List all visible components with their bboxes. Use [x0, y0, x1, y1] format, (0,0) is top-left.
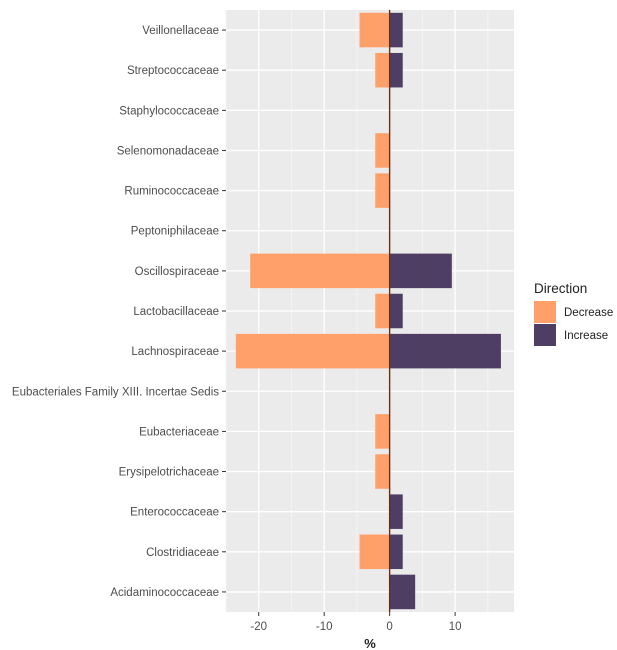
category-label: Oscillospiraceae: [135, 266, 219, 278]
bar-decrease-4: [375, 173, 390, 208]
category-label: Lachnospiraceae: [131, 346, 219, 358]
legend-label-decrease: Decrease: [564, 307, 613, 319]
bar-decrease-1: [375, 52, 390, 88]
category-label: Lactobacillaceae: [133, 306, 219, 318]
category-label: Ruminococcaceae: [124, 186, 219, 198]
x-tick-label: 10: [449, 621, 462, 633]
bar-increase-12: [389, 494, 403, 529]
category-label: Veillonellaceae: [142, 25, 219, 37]
legend-key-decrease: [534, 301, 556, 323]
category-labels: Veillonellaceae Streptococcaceae Staphyloc…: [12, 25, 219, 599]
bar-increase-14: [389, 574, 416, 610]
x-axis-title: %: [364, 636, 376, 650]
category-label: Selenomonadaceae: [117, 145, 219, 157]
legend: Direction Decrease Increase: [534, 281, 613, 346]
category-label: Peptoniphilaceae: [131, 226, 219, 238]
category-label: Acidaminococcaceae: [110, 587, 219, 599]
bar-decrease-13: [359, 534, 390, 570]
bar-decrease-11: [375, 454, 390, 489]
legend-key-increase: [534, 324, 556, 346]
x-tick-label: -20: [250, 621, 267, 633]
bar-increase-0: [389, 12, 403, 48]
category-label: Erysipelotrichaceae: [119, 467, 219, 479]
x-tick-label: 0: [386, 621, 392, 633]
bars: [235, 12, 501, 610]
bar-increase-7: [389, 293, 403, 329]
legend-label-increase: Increase: [564, 330, 608, 342]
bar-increase-6: [389, 253, 452, 289]
bar-decrease-6: [250, 253, 390, 289]
category-label: Enterococcaceae: [130, 507, 219, 519]
bar-increase-13: [389, 534, 403, 570]
category-label: Staphylococcaceae: [119, 105, 219, 117]
bar-decrease-7: [375, 293, 390, 329]
bar-increase-8: [389, 333, 501, 369]
x-tick-labels: -20 -10 0 10: [250, 621, 461, 633]
bar-decrease-3: [375, 133, 390, 168]
category-label: Eubacteriales Family XIII. Incertae Sedi…: [12, 386, 219, 398]
x-tick-label: -10: [316, 621, 333, 633]
category-label: Eubacteriaceae: [139, 426, 219, 438]
bar-decrease-10: [375, 414, 390, 449]
bar-decrease-8: [235, 333, 390, 369]
y-axis-ticks: [222, 29, 226, 593]
x-axis-ticks: [258, 612, 456, 616]
category-label: Clostridiaceae: [146, 547, 219, 559]
legend-title: Direction: [534, 281, 587, 296]
bar-decrease-0: [359, 12, 390, 48]
category-label: Streptococcaceae: [127, 65, 219, 77]
bar-increase-1: [389, 52, 403, 88]
